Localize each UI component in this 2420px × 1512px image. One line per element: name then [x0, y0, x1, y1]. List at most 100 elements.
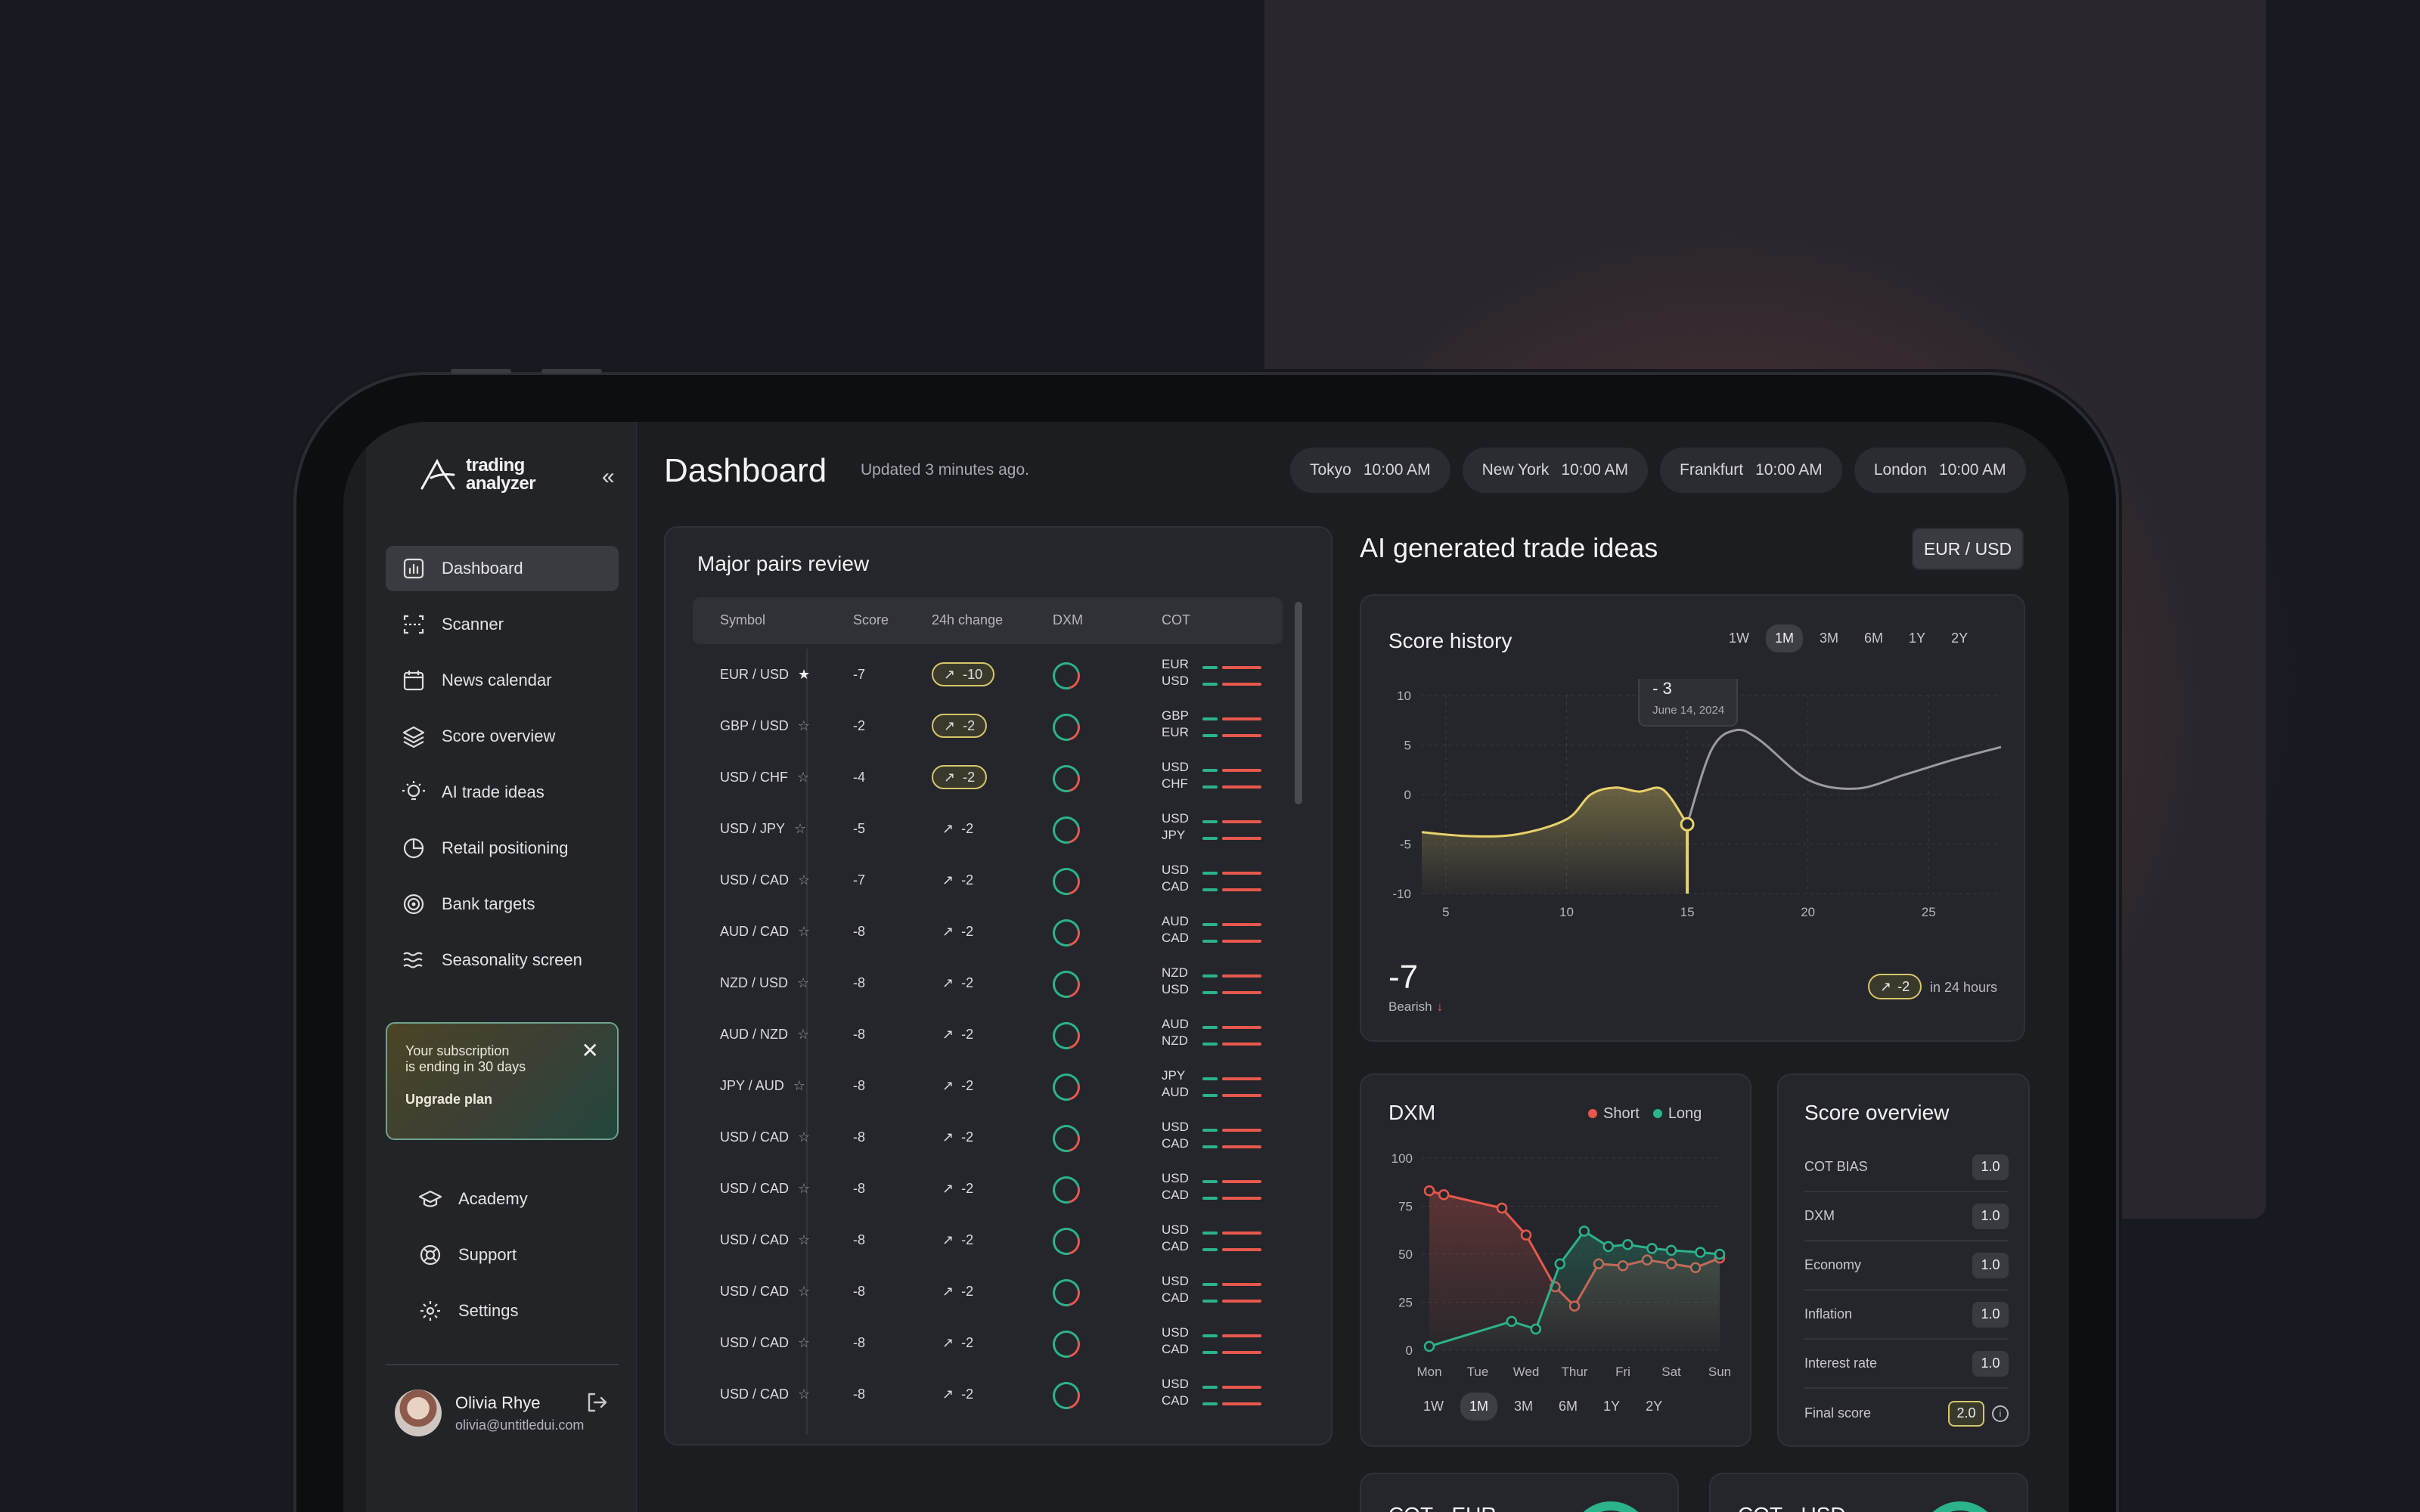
data-point[interactable]	[1423, 1340, 1435, 1352]
table-row[interactable]: GBP / USD ☆ -2 ↗ -2 GBP EUR	[693, 700, 1283, 751]
y-tick-label: -10	[1392, 887, 1411, 901]
table-row[interactable]: AUD / NZD ☆ -8 ↗ -2 AUD NZD	[693, 1009, 1283, 1060]
col-dxm[interactable]: DXM	[1053, 612, 1083, 627]
collapse-sidebar-icon[interactable]: «	[602, 464, 615, 489]
device-button	[541, 369, 602, 373]
range-tab-6m[interactable]: 6M	[1864, 631, 1884, 646]
data-point[interactable]	[1520, 1229, 1532, 1241]
data-point[interactable]	[1554, 1258, 1566, 1269]
range-tab-3m[interactable]: 3M	[1514, 1399, 1534, 1414]
cot-bar	[1202, 779, 1261, 795]
star-icon[interactable]: ☆	[798, 1129, 811, 1145]
table-row[interactable]: USD / CAD ☆ -8 ↗ -2 USD CAD	[693, 1266, 1283, 1317]
col-score[interactable]: Score	[853, 612, 889, 627]
table-row[interactable]: USD / CAD ☆ -8 ↗ -2 USD CAD	[693, 1317, 1283, 1368]
range-tab-2y[interactable]: 2Y	[1646, 1399, 1663, 1414]
sidebar-item-dashboard[interactable]: Dashboard	[386, 546, 619, 591]
sidebar-item-settings[interactable]: Settings	[408, 1288, 641, 1334]
star-icon[interactable]: ☆	[797, 718, 810, 733]
star-icon[interactable]: ☆	[797, 770, 810, 785]
table-row[interactable]: NZD / USD ☆ -8 ↗ -2 NZD USD	[693, 957, 1283, 1009]
data-point[interactable]	[1530, 1323, 1542, 1335]
scrollbar[interactable]	[1295, 602, 1302, 804]
clock-new-york[interactable]: New York 10:00 AM	[1462, 448, 1649, 493]
range-tab-1m[interactable]: 1M	[1766, 624, 1804, 652]
data-point[interactable]	[1496, 1202, 1508, 1214]
sidebar-item-score-overview[interactable]: Score overview	[386, 714, 619, 759]
range-tab-2y[interactable]: 2Y	[1951, 631, 1969, 646]
range-tab-1w[interactable]: 1W	[1423, 1399, 1444, 1414]
star-filled-icon[interactable]: ★	[798, 667, 811, 682]
symbol-text: JPY / AUD	[720, 1078, 784, 1093]
range-tab-6m[interactable]: 6M	[1559, 1399, 1578, 1414]
range-tab-3m[interactable]: 3M	[1820, 631, 1839, 646]
star-icon[interactable]: ☆	[798, 1181, 811, 1196]
data-point[interactable]	[1622, 1239, 1634, 1250]
sidebar-item-seasonality-screen[interactable]: Seasonality screen	[386, 937, 619, 983]
highlight-point[interactable]	[1680, 816, 1695, 832]
sidebar-item-retail-positioning[interactable]: Retail positioning	[386, 826, 619, 871]
star-icon[interactable]: ☆	[798, 1335, 811, 1350]
table-row[interactable]: JPY / AUD ☆ -8 ↗ -2 JPY AUD	[693, 1060, 1283, 1111]
data-point[interactable]	[1714, 1248, 1726, 1260]
table-row[interactable]: USD / JPY ☆ -5 ↗ -2 USD JPY	[693, 803, 1283, 854]
clock-tokyo[interactable]: Tokyo 10:00 AM	[1290, 448, 1450, 493]
data-point[interactable]	[1602, 1241, 1615, 1253]
info-icon[interactable]: i	[1992, 1405, 2009, 1422]
arrow-up-right-icon: ↗	[942, 820, 954, 836]
col-change[interactable]: 24h change	[932, 612, 1004, 627]
range-tab-1w[interactable]: 1W	[1729, 631, 1749, 646]
table-row[interactable]: USD / CAD ☆ -8 ↗ -2 USD CAD	[693, 1163, 1283, 1214]
upgrade-plan-link[interactable]: Upgrade plan	[405, 1092, 493, 1107]
star-icon[interactable]: ☆	[798, 924, 811, 939]
cot-currency: USD	[1162, 1222, 1189, 1237]
data-point[interactable]	[1438, 1189, 1450, 1201]
clock-frankfurt[interactable]: Frankfurt 10:00 AM	[1660, 448, 1842, 493]
range-tab-1m[interactable]: 1M	[1460, 1393, 1498, 1421]
table-row[interactable]: AUD / CAD ☆ -8 ↗ -2 AUD CAD	[693, 906, 1283, 957]
user-profile[interactable]: Olivia Rhye olivia@untitledui.com	[395, 1390, 584, 1436]
table-row[interactable]: USD / CAD ☆ -8 ↗ -2 USD CAD	[693, 1368, 1283, 1420]
table-row[interactable]: USD / CAD ☆ -8 ↗ -2 USD CAD	[693, 1214, 1283, 1266]
sidebar-item-scanner[interactable]: Scanner	[386, 602, 619, 647]
star-icon[interactable]: ☆	[793, 1078, 805, 1093]
cot-currencies: USD CAD	[1162, 862, 1189, 895]
star-icon[interactable]: ☆	[798, 1284, 811, 1299]
sidebar-item-bank-targets[interactable]: Bank targets	[386, 881, 619, 927]
table-row[interactable]: USD / CAD ☆ -8 ↗ -2 USD CAD	[693, 1111, 1283, 1163]
sidebar-item-news-calendar[interactable]: News calendar	[386, 658, 619, 703]
data-point[interactable]	[1423, 1185, 1435, 1197]
overview-value-wrap: 1.0	[1972, 1203, 2009, 1229]
data-point[interactable]	[1646, 1243, 1658, 1254]
data-point[interactable]	[1506, 1315, 1518, 1328]
table-row[interactable]: USD / CAD ☆ -7 ↗ -2 USD CAD	[693, 854, 1283, 906]
pair-selector-button[interactable]: EUR / USD	[1912, 528, 2024, 570]
star-icon[interactable]: ☆	[797, 975, 810, 990]
logout-icon[interactable]	[585, 1391, 608, 1419]
data-point[interactable]	[1578, 1225, 1590, 1237]
star-icon[interactable]: ☆	[798, 1387, 811, 1402]
graduation-cap-icon	[417, 1186, 443, 1212]
cot-long-bar	[1202, 923, 1218, 926]
brand-logo[interactable]: trading analyzer	[419, 457, 536, 493]
star-icon[interactable]: ☆	[797, 1027, 810, 1042]
clock-london[interactable]: London 10:00 AM	[1854, 448, 2026, 493]
range-tab-1y[interactable]: 1Y	[1909, 631, 1926, 646]
cot-short-bar	[1222, 940, 1261, 943]
table-row[interactable]: EUR / USD ★ -7 ↗ -10 EUR USD	[693, 649, 1283, 700]
data-point[interactable]	[1665, 1244, 1677, 1256]
star-icon[interactable]: ☆	[798, 1232, 811, 1247]
sidebar-item-support[interactable]: Support	[408, 1232, 641, 1278]
star-icon[interactable]: ☆	[794, 821, 807, 836]
sidebar-item-academy[interactable]: Academy	[408, 1176, 641, 1222]
close-icon[interactable]: ✕	[581, 1039, 599, 1062]
star-icon[interactable]: ☆	[798, 872, 811, 888]
sidebar-item-ai-trade-ideas[interactable]: AI trade ideas	[386, 770, 619, 815]
col-symbol[interactable]: Symbol	[720, 612, 766, 627]
avatar[interactable]	[395, 1390, 442, 1436]
overview-value-wrap: 2.0 i	[1948, 1400, 2009, 1427]
col-cot[interactable]: COT	[1162, 612, 1190, 627]
table-row[interactable]: USD / CHF ☆ -4 ↗ -2 USD CHF	[693, 751, 1283, 803]
range-tab-1y[interactable]: 1Y	[1603, 1399, 1621, 1414]
data-point[interactable]	[1695, 1247, 1706, 1258]
